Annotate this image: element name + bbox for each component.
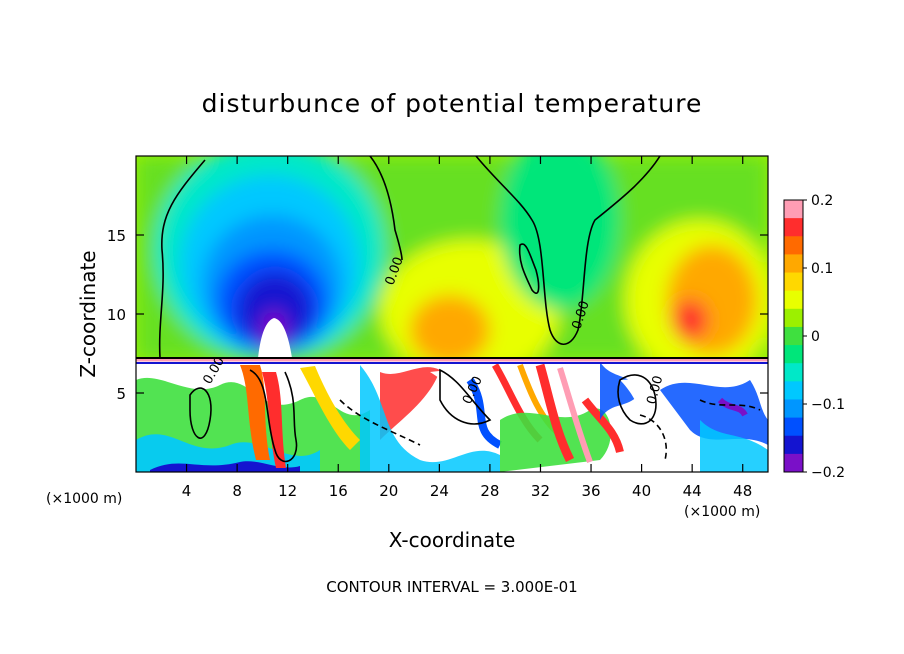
y-tick-label: 10 (107, 306, 126, 324)
zero-contour-left (158, 156, 403, 359)
lower-contour-5 (639, 414, 667, 461)
y-axis: 5 10 15 (107, 227, 768, 403)
colorbar-swatch (784, 254, 803, 274)
colorbar-swatch (784, 236, 803, 255)
x-tick-label: 44 (683, 482, 702, 500)
x-unit-label-right: (×1000 m) (684, 504, 760, 520)
lower-contour-3 (439, 368, 492, 425)
lower-contour-1 (189, 387, 212, 439)
lower-contour-4 (617, 374, 657, 425)
x-tick-label: 16 (329, 482, 348, 500)
colorbar-swatch (784, 308, 803, 328)
colorbar-swatch (784, 417, 803, 437)
colorbar-swatch (784, 381, 803, 400)
lower-contour-6 (339, 399, 421, 446)
x-tick-label: 12 (278, 482, 297, 500)
lower-contour-7 (699, 399, 761, 411)
colorbar-swatch (784, 453, 803, 473)
x-axis-title: X-coordinate (389, 528, 516, 552)
x-tick-label: 32 (531, 482, 550, 500)
colorbar-swatch (784, 290, 803, 310)
colorbar-swatch (784, 272, 803, 292)
colorbar-swatch (784, 399, 803, 419)
field-teal-plume (500, 156, 620, 310)
colorbar-tick-label: 0 (811, 329, 820, 345)
x-tick-label: 48 (733, 482, 752, 500)
colorbar-tick-label: 0.1 (811, 261, 833, 277)
y-tick-label: 15 (107, 227, 126, 245)
contour-interval-note: CONTOUR INTERVAL = 3.000E-01 (326, 578, 577, 596)
lower-contour-2 (249, 369, 298, 463)
x-tick-label: 24 (430, 482, 449, 500)
x-tick-label: 8 (232, 482, 242, 500)
chart-title: disturbunce of potential temperature (202, 89, 703, 118)
x-unit-label: (×1000 m) (46, 491, 122, 507)
colorbar: 0.2 0.1 0 −0.1 −0.2 (783, 193, 845, 481)
field-orange-center (410, 295, 490, 365)
x-tick-label: 20 (379, 482, 398, 500)
colorbar-swatch (784, 200, 803, 219)
x-tick-label: 4 (182, 482, 192, 500)
field-orange-right (667, 245, 757, 355)
upper-field (136, 156, 768, 380)
field-darkblue-left (237, 272, 313, 348)
colorbar-swatch (784, 218, 803, 237)
plot-area: 0.00 0.00 0.00 0.00 0.00 (136, 156, 768, 472)
zero-contour-loop (518, 243, 540, 295)
contour-label: 0.00 (644, 374, 666, 406)
colorbar-tick-label: −0.1 (811, 397, 845, 413)
field-red-right (672, 300, 708, 340)
x-tick-label: 28 (480, 482, 499, 500)
colorbar-swatch (784, 363, 803, 382)
colorbar-tick-label: 0.2 (811, 193, 833, 209)
colorbar-swatch (784, 435, 803, 455)
colorbar-swatch (784, 345, 803, 364)
zero-contour-center (475, 156, 661, 346)
y-axis-title: Z-coordinate (76, 250, 100, 377)
colorbar-tick-label: −0.2 (811, 465, 845, 481)
x-axis: 4 8 12 16 20 24 28 32 36 40 44 48 (182, 156, 752, 500)
colorbar-swatch (784, 326, 803, 346)
contour-lines (136, 156, 768, 463)
y-tick-label: 5 (116, 385, 126, 403)
field-white-cap (258, 318, 292, 358)
x-tick-label: 40 (632, 482, 651, 500)
lower-field (136, 358, 768, 472)
x-tick-label: 36 (581, 482, 600, 500)
